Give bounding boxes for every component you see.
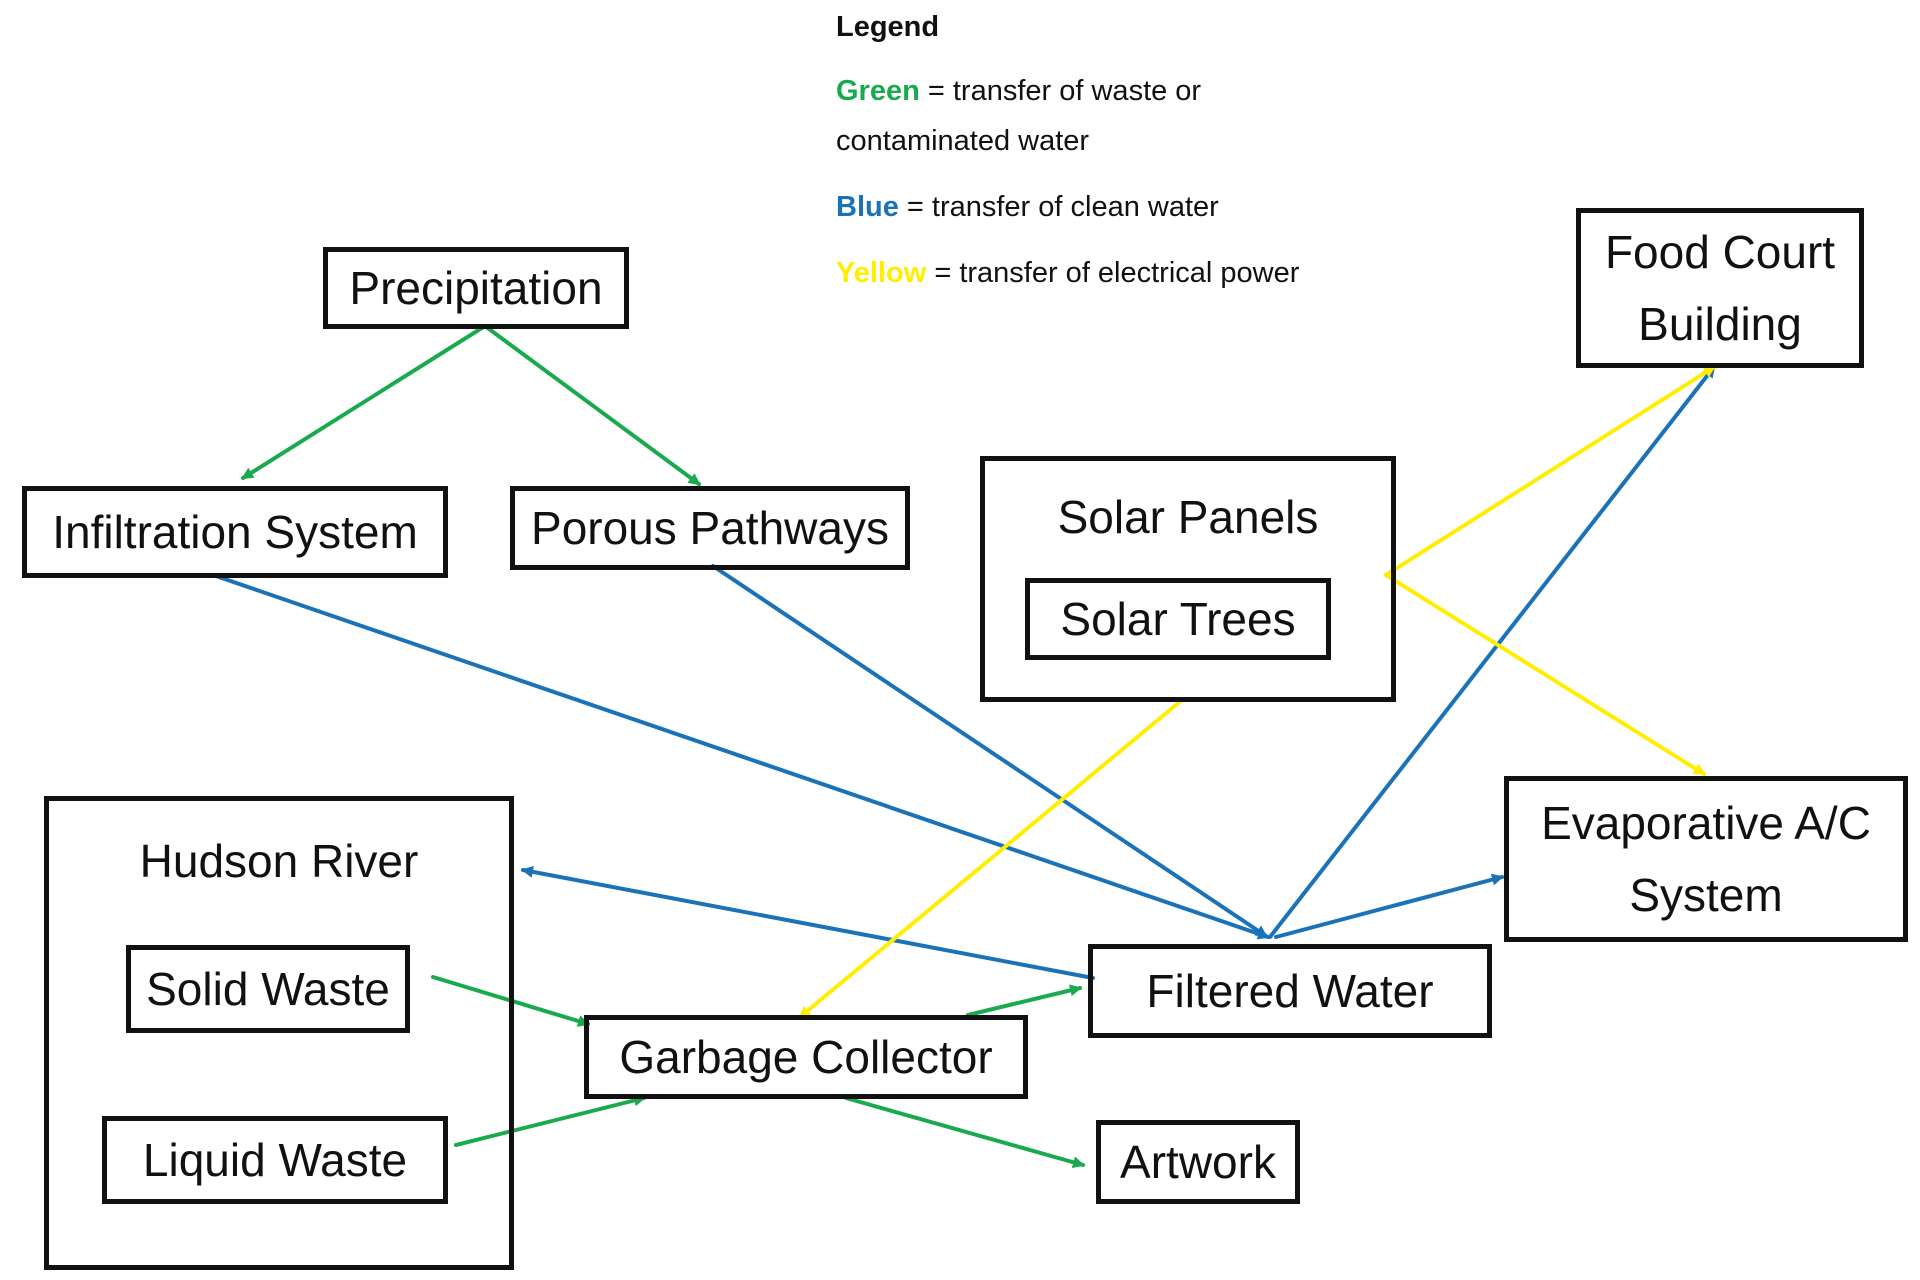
node-precipitation: Precipitation — [323, 247, 629, 329]
edge-filtered-water-to-hudson-river — [521, 865, 1095, 980]
legend-key-yellow: Yellow — [836, 257, 927, 289]
node-label-evaporative-ac-system: Evaporative A/C System — [1541, 797, 1871, 921]
legend-title: Legend — [836, 11, 940, 43]
legend-item-yellow: Yellow = transfer of electrical power — [836, 248, 1336, 298]
edge-liquid-waste-to-garbage-collector — [454, 1094, 646, 1147]
legend-item-blue: Blue = transfer of clean water — [836, 182, 1336, 232]
node-label-artwork: Artwork — [1120, 1136, 1276, 1188]
edge-solar-panels-to-garbage-collector — [798, 698, 1184, 1019]
node-label-solid-waste: Solid Waste — [146, 963, 390, 1015]
edge-filtered-water-to-evaporative-ac-system — [1274, 873, 1504, 939]
legend: Legend Green = transfer of waste or cont… — [836, 2, 1336, 314]
node-food-court-building: Food Court Building — [1576, 208, 1864, 368]
node-label-solar-trees: Solar Trees — [1060, 593, 1296, 645]
node-hudson-river: Hudson River — [44, 796, 514, 1270]
edge-solar-panels-to-evaporative-ac-system — [1384, 573, 1706, 776]
node-infiltration-system: Infiltration System — [22, 486, 448, 578]
legend-text-blue: = transfer of clean water — [898, 191, 1219, 223]
node-filtered-water: Filtered Water — [1088, 944, 1492, 1038]
edge-porous-pathways-to-filtered-water — [711, 564, 1268, 938]
node-solid-waste: Solid Waste — [126, 945, 410, 1033]
node-label-precipitation: Precipitation — [349, 262, 603, 314]
legend-key-blue: Blue — [836, 191, 899, 223]
edge-filtered-water-to-food-court-building — [1268, 365, 1716, 939]
node-artwork: Artwork — [1096, 1120, 1300, 1204]
legend-text-green: = transfer of waste or contaminated wate… — [836, 75, 1202, 157]
edge-solar-panels-to-food-court-building — [1384, 365, 1716, 577]
node-solar-panels: Solar Panels — [980, 456, 1396, 702]
node-label-garbage-collector: Garbage Collector — [619, 1031, 993, 1083]
node-liquid-waste: Liquid Waste — [102, 1116, 448, 1204]
node-label-solar-panels: Solar Panels — [1057, 491, 1319, 543]
edge-precipitation-to-infiltration-system — [241, 324, 487, 480]
node-label-food-court-building: Food Court Building — [1604, 226, 1836, 350]
node-label-infiltration-system: Infiltration System — [52, 506, 418, 558]
node-solar-trees: Solar Trees — [1025, 578, 1331, 660]
edge-precipitation-to-porous-pathways — [483, 324, 701, 486]
legend-key-green: Green — [836, 75, 920, 107]
node-evaporative-ac-system: Evaporative A/C System — [1504, 776, 1908, 942]
node-label-porous-pathways: Porous Pathways — [531, 502, 889, 554]
legend-text-yellow: = transfer of electrical power — [926, 257, 1300, 289]
node-porous-pathways: Porous Pathways — [510, 486, 910, 570]
node-garbage-collector: Garbage Collector — [584, 1015, 1028, 1099]
edge-infiltration-system-to-filtered-water — [211, 573, 1270, 940]
node-label-filtered-water: Filtered Water — [1146, 965, 1434, 1017]
edge-garbage-collector-to-artwork — [844, 1096, 1085, 1169]
node-label-hudson-river: Hudson River — [139, 835, 419, 887]
edge-garbage-collector-to-filtered-water — [966, 984, 1082, 1017]
legend-item-green: Green = transfer of waste or contaminate… — [836, 66, 1336, 166]
node-label-liquid-waste: Liquid Waste — [142, 1134, 408, 1186]
